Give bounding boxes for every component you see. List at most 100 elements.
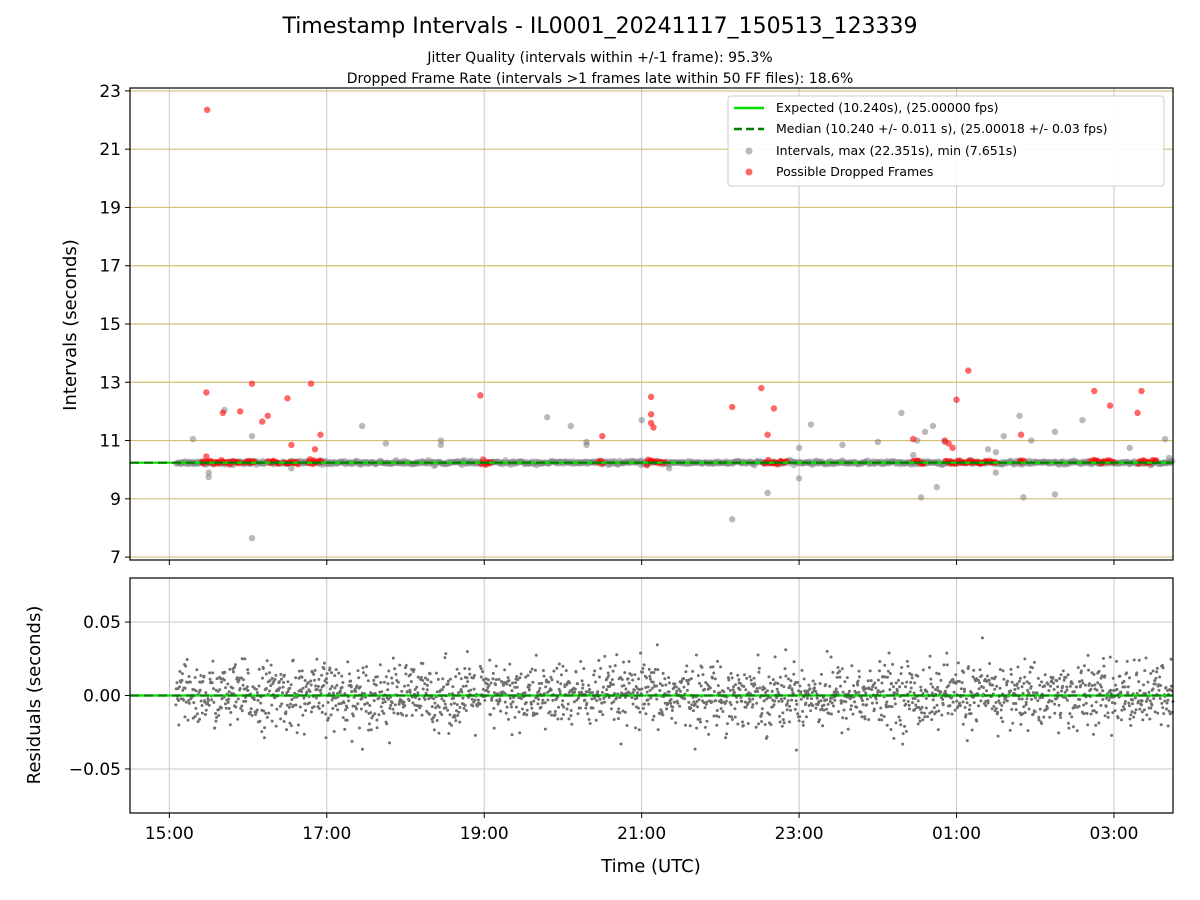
residual-point [883,663,887,667]
residual-point [471,704,475,708]
residual-point [850,664,854,668]
residual-point [1022,705,1026,709]
residual-point [916,722,920,726]
residual-point [804,692,808,696]
residual-point [1075,685,1079,689]
residual-point [1014,702,1018,706]
residual-point [288,686,292,690]
residual-point [622,660,626,664]
residual-point [527,688,531,692]
residual-point [644,686,648,690]
residual-point [510,689,514,693]
residual-point [372,678,376,682]
residual-point [361,671,365,675]
residual-point [491,671,495,675]
residual-point [1154,676,1158,680]
residual-point [327,692,331,696]
residual-point [379,680,383,684]
residual-point [822,703,826,707]
residual-point [1131,698,1135,702]
residual-point [663,677,667,681]
residual-point [1125,671,1129,675]
residual-point [624,687,628,691]
residual-point [903,724,907,728]
residual-point [1005,683,1009,687]
residual-point [889,727,893,731]
residual-point [1040,680,1044,684]
residual-point [901,732,905,736]
residual-point [721,710,725,714]
residual-point [921,668,925,672]
residual-point [372,699,376,703]
residual-point [723,702,727,706]
interval-point [929,422,937,430]
residual-point [304,709,308,713]
x-tick-label: 19:00 [460,824,509,844]
residual-point [599,710,603,714]
residual-point [586,690,590,694]
residual-point [236,697,240,701]
residual-point [870,688,874,692]
residual-point [635,696,639,700]
residual-point [294,703,298,707]
residual-point [919,689,923,693]
residual-point [987,678,991,682]
residual-point [499,709,503,713]
residual-point [790,698,794,702]
interval-point [1000,432,1007,440]
residual-point [877,669,881,673]
residual-point [285,703,289,707]
residual-point [228,667,232,671]
residual-point [460,690,464,694]
residual-point [246,688,250,692]
residual-point [588,721,592,725]
residual-point [437,731,441,735]
residual-point [380,709,384,713]
dropped-frame-point [203,389,210,396]
residual-point [1063,690,1067,694]
residual-point [970,691,974,695]
residual-point [839,699,843,703]
residual-point [916,699,920,703]
residual-point [984,689,988,693]
residual-point [351,704,355,708]
residual-point [678,689,682,693]
residual-point [1101,698,1105,702]
residual-point [203,700,207,704]
residual-point [1082,664,1086,668]
residual-point [402,700,406,704]
residual-point [537,697,541,701]
residual-point [432,728,436,732]
residual-point [200,704,204,708]
residual-point [786,699,790,703]
residual-point [490,698,494,702]
residual-point [886,669,890,673]
residual-point [352,714,356,718]
residual-point [738,688,742,692]
residual-point [222,678,226,682]
residual-point [929,682,933,686]
residual-point [1017,697,1021,701]
residual-point [1115,659,1119,663]
residual-point [487,683,491,687]
residual-point [808,687,812,691]
residual-point [1150,703,1154,707]
residual-point [330,684,334,688]
residual-point [1023,675,1027,679]
residual-point [897,715,901,719]
residual-point [322,661,326,665]
residuals-y-tick-label: 0.00 [83,687,121,707]
residual-point [952,690,956,694]
interval-point [1051,491,1059,498]
x-tick-label: 17:00 [302,824,351,844]
residual-point [1005,699,1009,703]
residual-point [732,685,736,689]
residual-point [279,717,283,721]
residual-point [647,667,651,671]
residual-point [1025,680,1029,684]
residual-point [751,703,755,707]
residual-point [204,708,208,712]
residual-point [877,718,881,722]
residual-point [747,697,751,701]
